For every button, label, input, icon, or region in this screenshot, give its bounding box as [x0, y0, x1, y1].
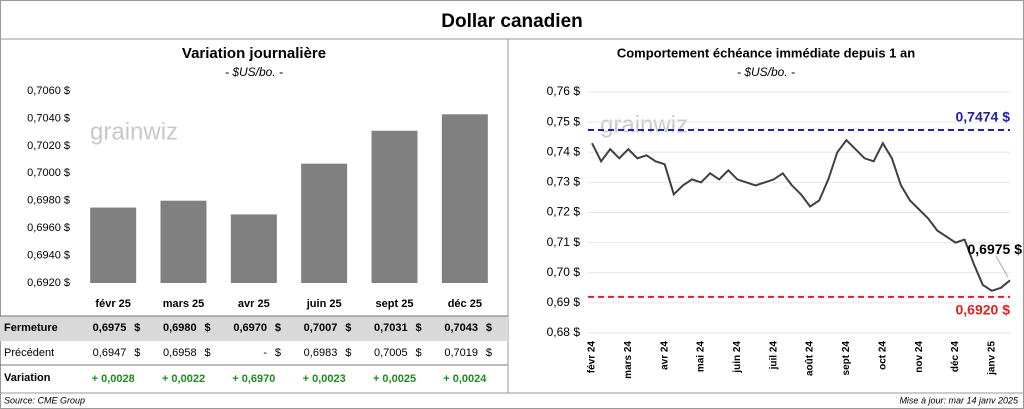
cell-unit: $	[345, 347, 351, 359]
bar	[371, 130, 418, 283]
y-tick-label: 0,6980 $	[27, 195, 70, 207]
row-label: Fermeture	[4, 322, 58, 334]
chart-title: Variation journalière	[182, 45, 326, 62]
x-tick-label: juil 24	[768, 341, 779, 371]
bar	[301, 163, 348, 283]
cell-change: + 0,6970	[232, 373, 275, 385]
row-label: Variation	[4, 372, 51, 384]
cell-unit: $	[345, 322, 351, 334]
chart-subtitle: - $US/bo. -	[225, 65, 283, 79]
y-tick-label: 0,70 $	[547, 265, 581, 279]
y-tick-label: 0,72 $	[547, 205, 581, 219]
row-label: Précédent	[4, 347, 54, 359]
y-tick-label: 0,7020 $	[27, 140, 70, 152]
x-tick-label: mai 24	[696, 341, 707, 373]
cell-unit: $	[416, 347, 422, 359]
cell-unit: $	[416, 322, 422, 334]
y-tick-label: 0,76 $	[547, 84, 581, 98]
watermark: grainwiz	[90, 118, 178, 145]
x-tick-label: déc 24	[950, 341, 961, 373]
cell-change: + 0,0022	[162, 373, 205, 385]
cell-change: + 0,0028	[92, 373, 135, 385]
x-tick-label: mars 24	[623, 341, 634, 379]
y-tick-label: 0,7060 $	[27, 85, 70, 97]
cell-unit: $	[275, 322, 281, 334]
bar	[230, 214, 277, 283]
y-tick-label: 0,6920 $	[27, 277, 70, 289]
cell-unit: $	[205, 322, 211, 334]
x-tick-label: juin 24	[732, 341, 743, 374]
cell-value: 0,6980	[163, 322, 197, 334]
cell-change: + 0,0023	[303, 373, 346, 385]
page-title: Dollar canadien	[441, 11, 583, 32]
x-tick-label: mars 25	[163, 298, 205, 310]
x-tick-label: févr 24	[587, 341, 598, 374]
x-tick-label: janv 25	[986, 341, 997, 376]
y-tick-label: 0,6960 $	[27, 222, 70, 234]
x-tick-label: févr 25	[95, 298, 130, 310]
cell-change: + 0,0025	[373, 373, 416, 385]
y-tick-label: 0,7040 $	[27, 112, 70, 124]
cell-value: 0,7005	[374, 347, 408, 359]
cell-value: 0,6947	[93, 347, 127, 359]
cell-value: 0,6970	[233, 322, 267, 334]
cell-value: 0,6975	[93, 322, 127, 334]
y-tick-label: 0,69 $	[547, 295, 581, 309]
source: Source: CME Group	[4, 395, 85, 405]
cell-value: 0,7019	[444, 347, 478, 359]
watermark: grainwiz	[600, 111, 688, 138]
x-tick-label: nov 24	[914, 341, 925, 373]
bar	[160, 200, 207, 283]
x-tick-label: sept 25	[376, 298, 414, 310]
y-tick-label: 0,6940 $	[27, 249, 70, 261]
bar	[90, 207, 137, 283]
y-tick-label: 0,73 $	[547, 175, 581, 189]
x-tick-label: avr 25	[238, 298, 270, 310]
y-tick-label: 0,68 $	[547, 325, 581, 339]
leader	[995, 256, 1009, 278]
cell-value: 0,7031	[374, 322, 408, 334]
cell-unit: $	[134, 322, 140, 334]
cell-change: + 0,0024	[443, 373, 487, 385]
cell-unit: $	[205, 347, 211, 359]
reference-label: 0,7474 $	[956, 109, 1011, 125]
last-value-label: 0,6975 $	[968, 241, 1023, 257]
y-tick-label: 0,74 $	[547, 144, 581, 158]
x-tick-label: sept 24	[841, 341, 852, 376]
x-tick-label: déc 25	[448, 298, 482, 310]
x-tick-label: oct 24	[877, 341, 888, 370]
y-tick-label: 0,75 $	[547, 114, 581, 128]
x-tick-label: juin 25	[306, 298, 342, 310]
bar	[441, 114, 488, 283]
y-tick-label: 0,7000 $	[27, 167, 70, 179]
cell-unit: $	[275, 347, 281, 359]
row-bg	[0, 316, 508, 341]
chart-subtitle: - $US/bo. -	[737, 65, 795, 79]
price-line	[591, 138, 1011, 292]
cell-value: -	[263, 347, 267, 359]
cell-value: 0,7007	[304, 322, 338, 334]
cell-value: 0,6958	[163, 347, 197, 359]
cell-value: 0,6983	[304, 347, 338, 359]
x-tick-label: août 24	[805, 341, 816, 376]
y-tick-label: 0,71 $	[547, 235, 581, 249]
cell-value: 0,7043	[444, 322, 478, 334]
cell-unit: $	[134, 347, 140, 359]
cell-unit: $	[486, 347, 492, 359]
cell-unit: $	[486, 322, 492, 334]
reference-label: 0,6920 $	[956, 302, 1011, 318]
x-tick-label: avr 24	[659, 341, 670, 370]
updated: Mise à jour: mar 14 janv 2025	[899, 395, 1019, 405]
chart-title: Comportement échéance immédiate depuis 1…	[617, 45, 915, 60]
